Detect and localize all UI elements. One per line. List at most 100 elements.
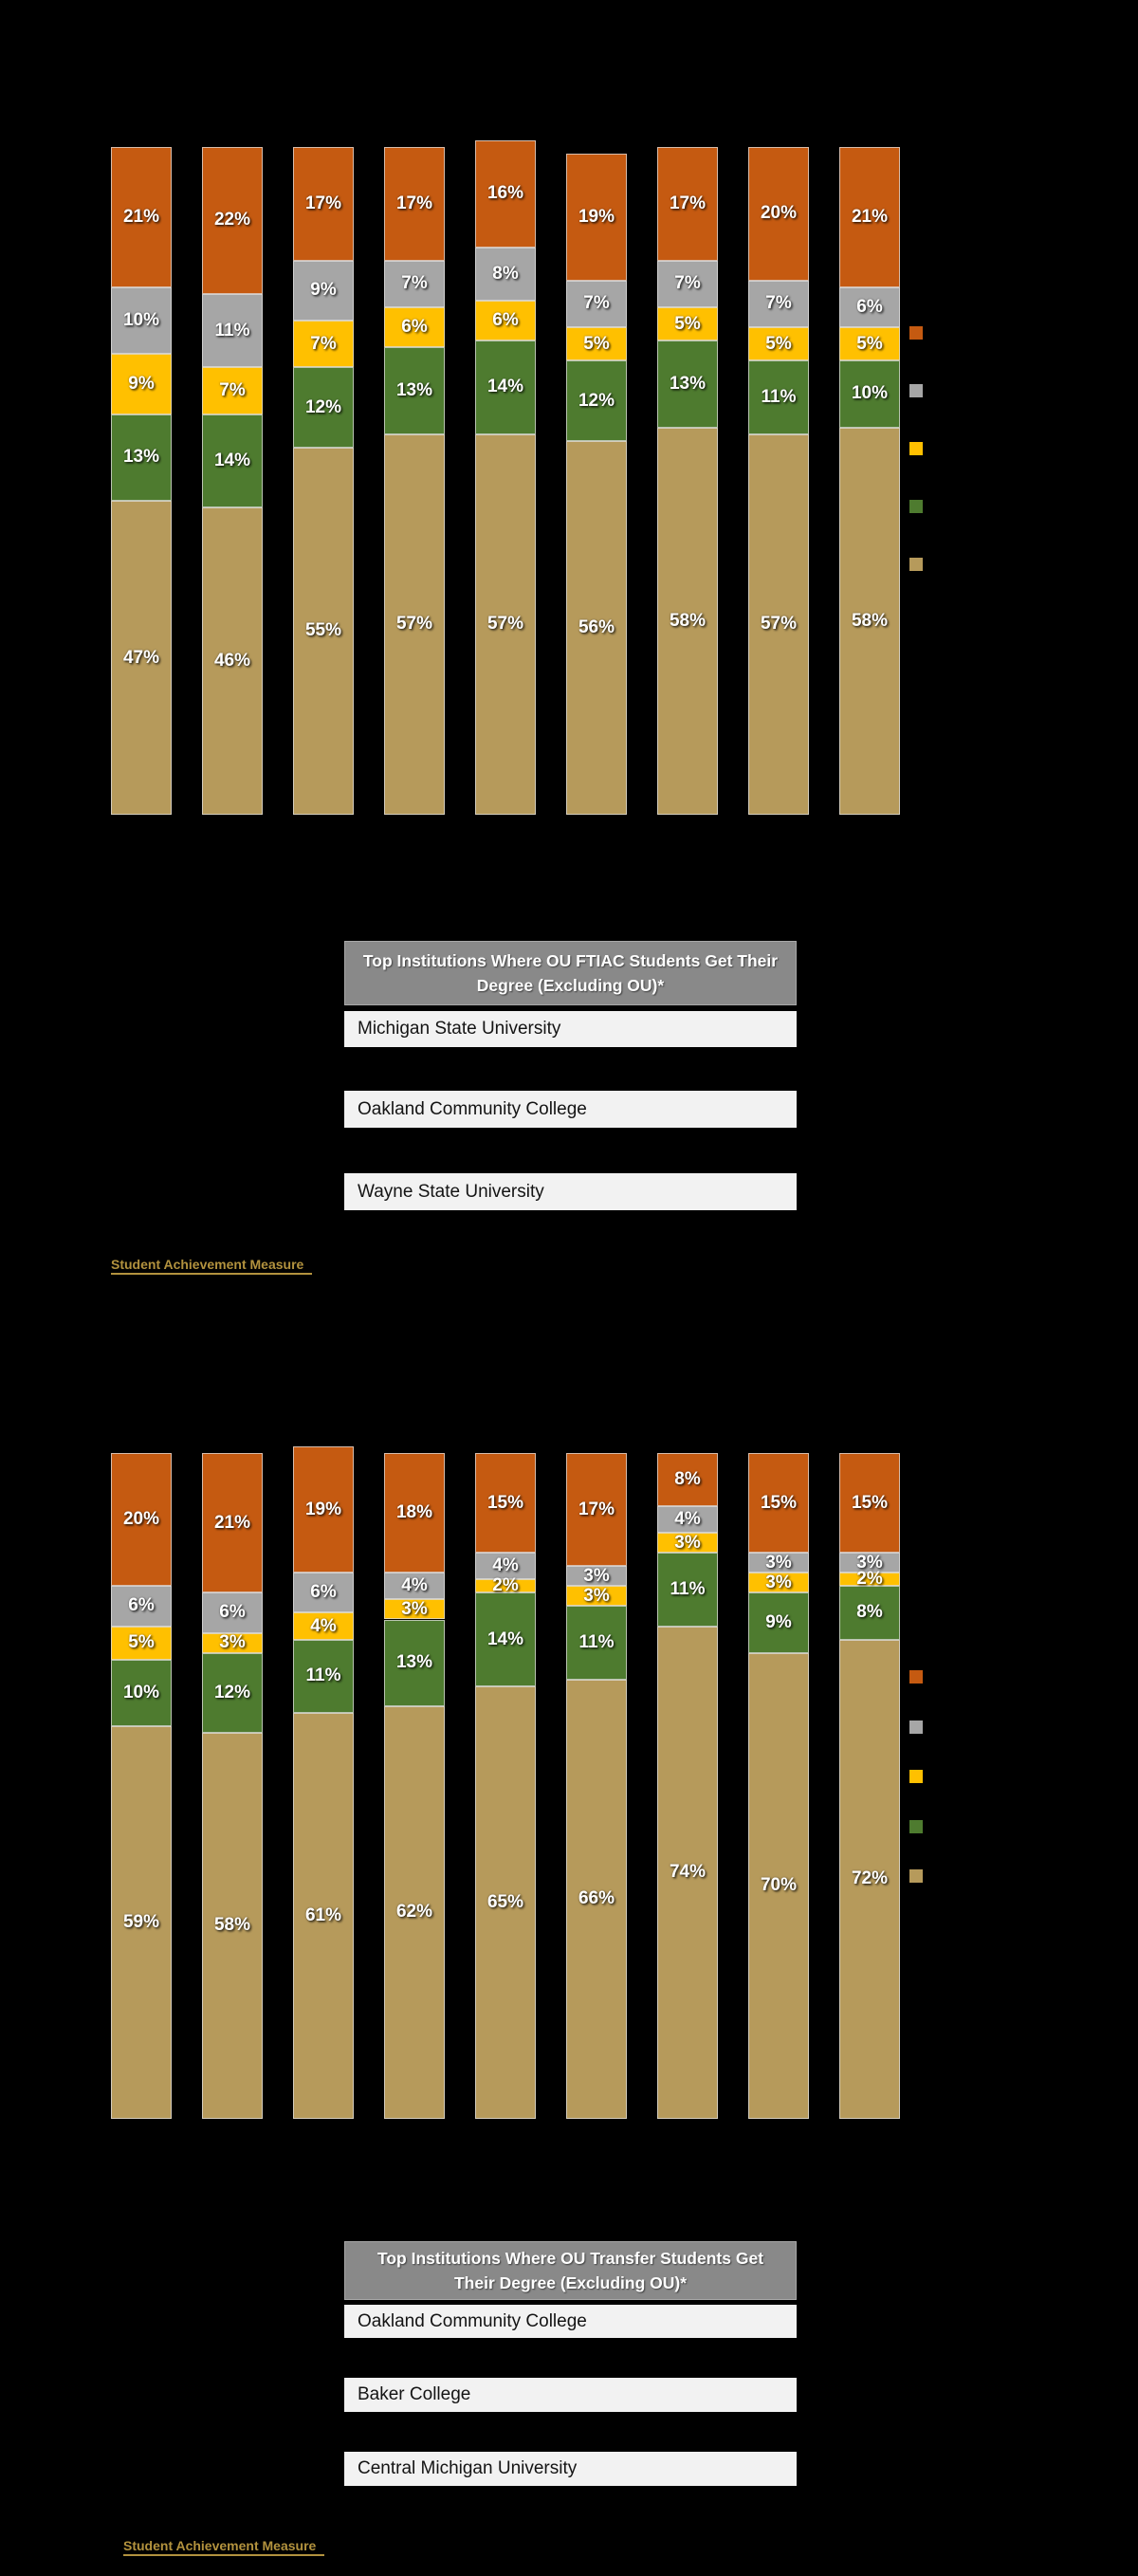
bar-segment-gold [384,1599,445,1620]
bar-segment-orange [202,1453,263,1593]
bar-segment-gray [293,260,354,322]
bar-segment-green [202,414,263,508]
legend-swatch-gold [909,442,923,455]
bar-segment-orange [293,147,354,261]
bar-segment-green [475,1592,536,1686]
bar-segment-tan [566,440,627,815]
bar-segment-tan [202,507,263,815]
transfer-table-row: Baker College [344,2378,797,2412]
ftiac-table-row: Oakland Community College [344,1091,797,1128]
bar-segment-green [384,1619,445,1706]
bar-segment-gold [475,1579,536,1593]
bar-segment-gray [839,286,900,328]
bar-segment-orange [566,154,627,281]
bar-segment-orange [202,147,263,294]
bar-segment-gold [202,367,263,414]
bar-segment-gold [111,354,172,414]
legend-swatch-green [909,500,923,513]
transfer-table-header: Top Institutions Where OU Transfer Stude… [344,2241,797,2300]
bar-segment-gold [384,306,445,348]
bar-segment-gray [293,1573,354,1613]
bar-segment-green [748,1592,809,1653]
ftiac-table-header: Top Institutions Where OU FTIAC Students… [344,941,797,1005]
bar-segment-tan [384,1705,445,2119]
bar-segment-green [202,1652,263,1733]
student-achievement-measure-link[interactable]: Student Achievement Measure [111,1257,313,1275]
bar-segment-orange [475,1453,536,1554]
bar-segment-orange [748,147,809,281]
student-achievement-measure-link[interactable]: Student Achievement Measure [123,2538,325,2556]
bar-segment-gray [839,1553,900,1573]
transfer-table-row: Oakland Community College [344,2305,797,2338]
bar-segment-tan [202,1732,263,2119]
bar-segment-tan [657,1626,718,2119]
bar-segment-gold [202,1632,263,1653]
bar-segment-gold [839,327,900,361]
bar-segment-gray [384,260,445,307]
bar-segment-orange [475,139,536,248]
bar-segment-gold [566,1586,627,1607]
bar-segment-green [293,367,354,448]
bar-segment-gray [111,1586,172,1627]
bar-segment-green [475,340,536,434]
bar-segment-gold [657,306,718,341]
bar-segment-gray [384,1573,445,1600]
bar-segment-orange [839,1453,900,1554]
bar-segment-orange [657,147,718,261]
bar-segment-gold [748,327,809,361]
bar-segment-gray [475,1553,536,1580]
legend-swatch-tan [909,1869,923,1883]
bar-segment-green [111,414,172,502]
bar-segment-orange [566,1453,627,1567]
bar-segment-gray [566,1566,627,1587]
bar-segment-orange [293,1445,354,1573]
bar-segment-tan [111,1725,172,2119]
bar-segment-gray [748,280,809,328]
bar-segment-orange [839,147,900,287]
bar-segment-gold [475,300,536,341]
legend-swatch-gold [909,1770,923,1783]
bar-segment-gray [657,1506,718,1534]
bar-segment-gray [657,260,718,307]
bar-segment-gold [657,1533,718,1554]
bar-segment-green [657,340,718,428]
legend-swatch-orange [909,326,923,340]
bar-segment-gray [566,280,627,328]
bar-segment-gray [202,293,263,368]
bar-segment-green [748,360,809,434]
bar-segment-tan [839,427,900,815]
bar-segment-green [293,1639,354,1713]
bar-segment-green [657,1553,718,1627]
bar-segment-gold [748,1573,809,1593]
transfer-table-row: Central Michigan University [344,2452,797,2486]
bar-segment-orange [748,1453,809,1554]
ftiac-table-row: Wayne State University [344,1173,797,1210]
bar-segment-gray [202,1592,263,1633]
bar-segment-tan [384,433,445,815]
bar-segment-gold [293,1612,354,1640]
bar-segment-green [384,347,445,434]
bar-segment-tan [475,1685,536,2119]
bar-segment-orange [384,1453,445,1573]
bar-segment-gold [111,1626,172,1660]
legend-swatch-gray [909,1720,923,1734]
bar-segment-orange [657,1453,718,1507]
bar-segment-tan [748,433,809,815]
bar-segment-orange [384,147,445,261]
bar-segment-green [839,1586,900,1640]
bar-segment-gray [475,247,536,301]
bar-segment-tan [657,427,718,815]
bar-segment-tan [293,447,354,815]
bar-segment-green [111,1659,172,1726]
bar-segment-tan [839,1639,900,2119]
legend-swatch-tan [909,558,923,571]
legend-swatch-orange [909,1670,923,1684]
bar-segment-tan [475,433,536,815]
legend-swatch-green [909,1819,923,1833]
bar-segment-green [566,1606,627,1680]
bar-segment-tan [566,1679,627,2119]
legend-swatch-gray [909,384,923,397]
bar-segment-green [566,360,627,441]
bar-segment-tan [111,501,172,815]
